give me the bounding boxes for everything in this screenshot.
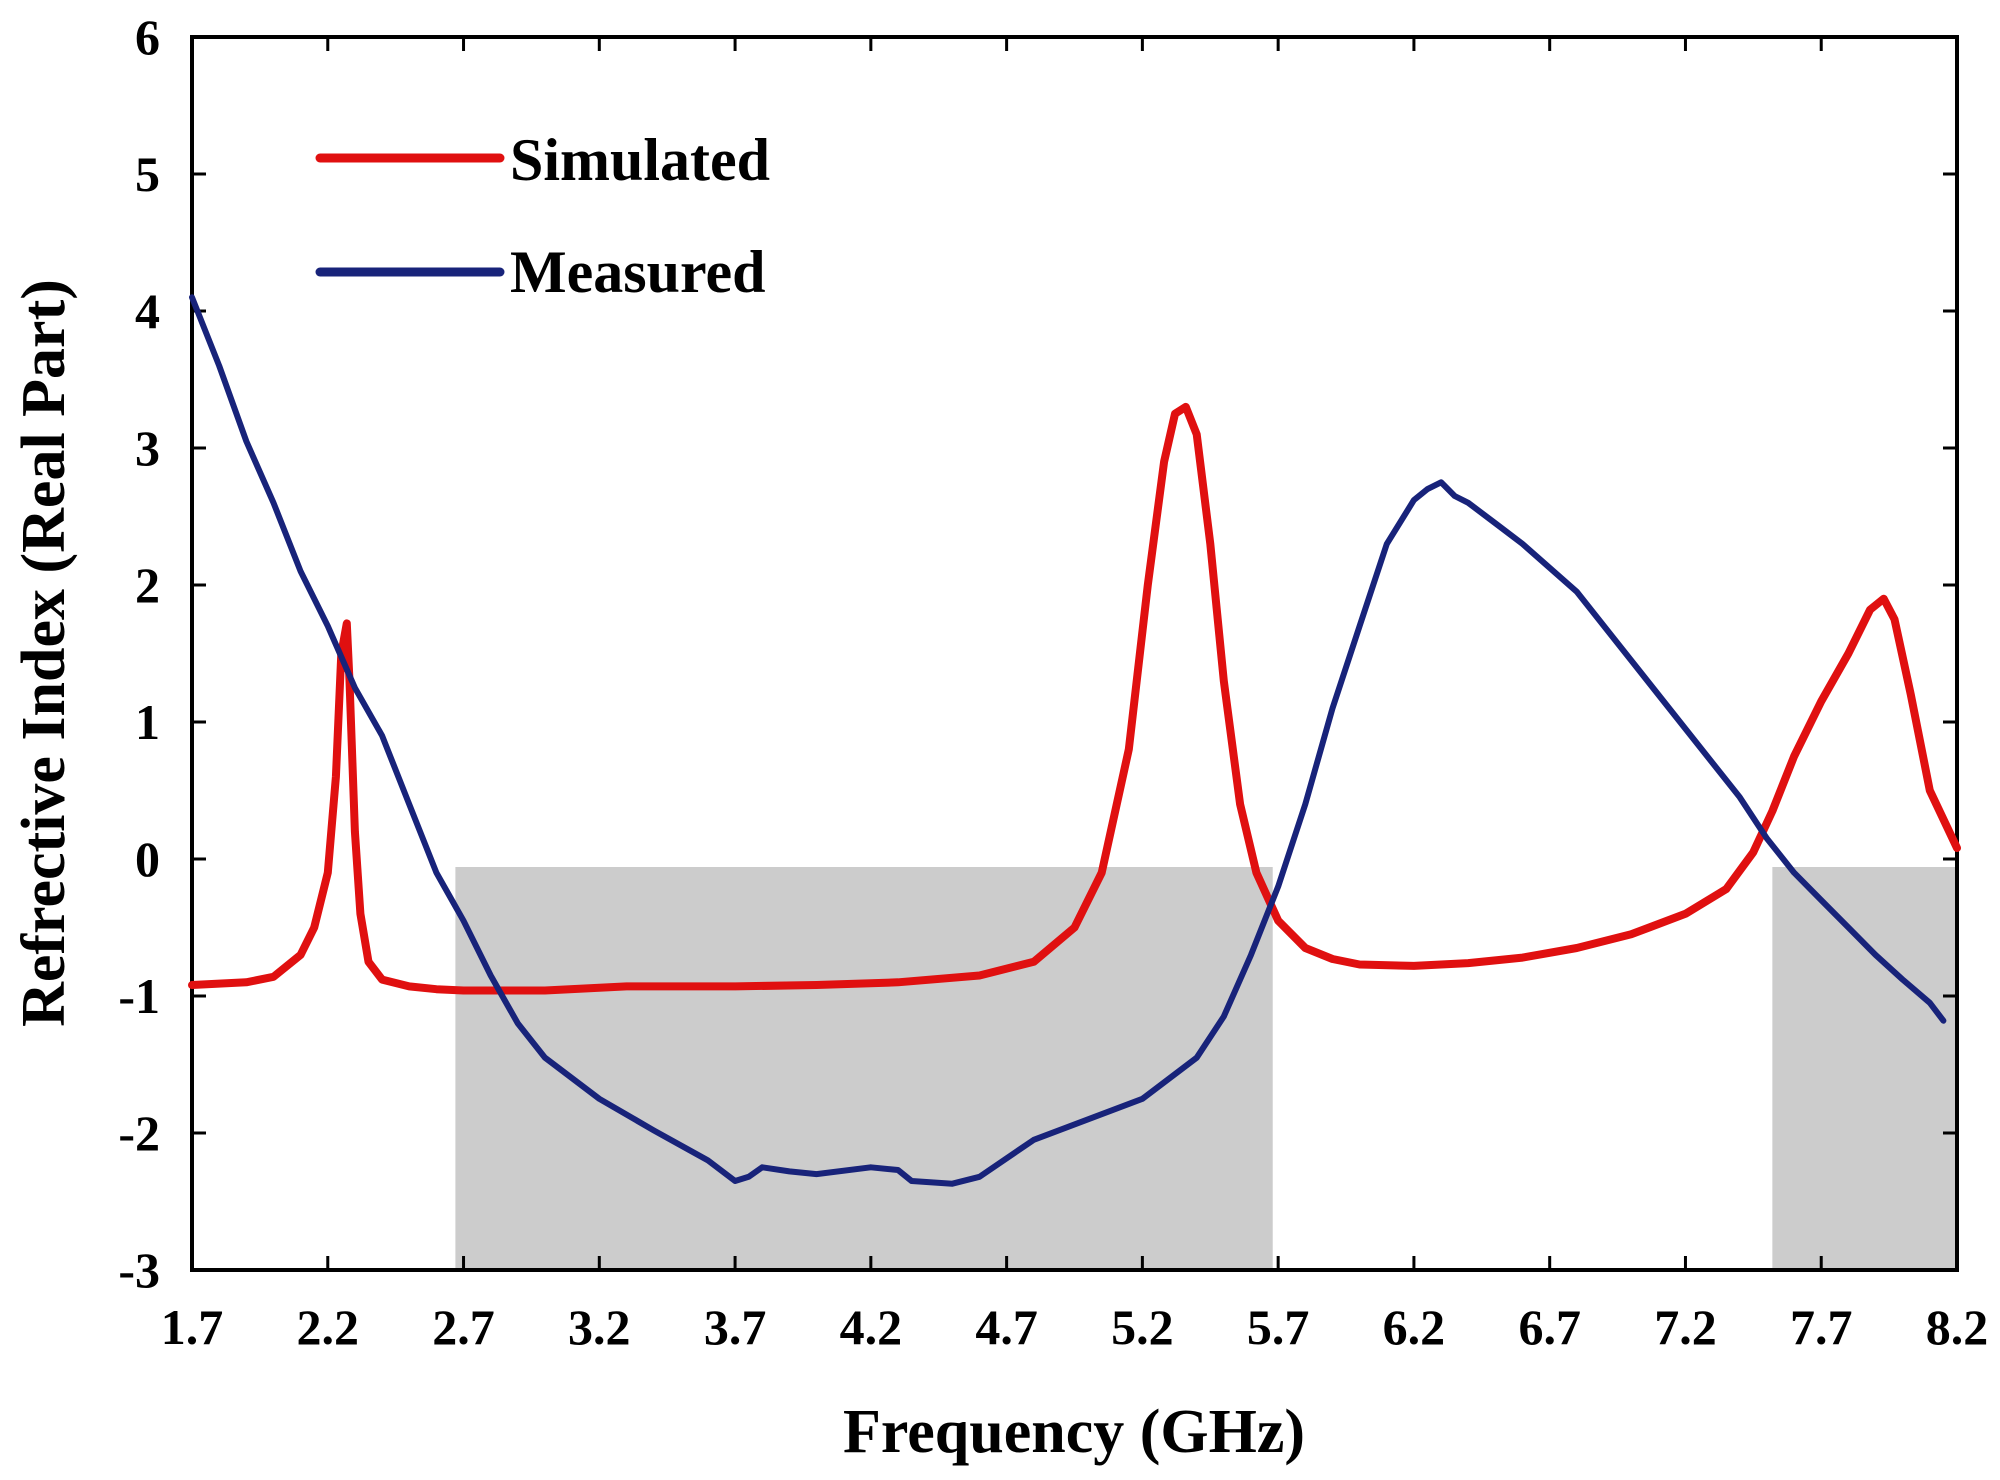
y-tick-label: -1 — [118, 968, 160, 1024]
x-tick-label: 2.7 — [432, 1299, 495, 1355]
y-axis-title: Refrective Index (Real Part) — [10, 279, 78, 1027]
x-tick-label: 6.2 — [1383, 1299, 1446, 1355]
legend: Simulated Measured — [315, 127, 770, 305]
legend-label-measured: Measured — [510, 239, 766, 305]
x-tick-label: 7.7 — [1790, 1299, 1853, 1355]
shaded-region-2 — [1772, 867, 1957, 1270]
y-tick-label: -2 — [118, 1105, 160, 1161]
x-tick-label: 7.2 — [1654, 1299, 1717, 1355]
x-tick-label: 2.2 — [297, 1299, 360, 1355]
y-tick-label: 2 — [135, 557, 160, 613]
x-tick-label: 1.7 — [161, 1299, 224, 1355]
x-tick-label: 3.2 — [568, 1299, 631, 1355]
series-lines — [188, 294, 1961, 1187]
shaded-region-1 — [455, 867, 1273, 1270]
y-tick-label: 6 — [135, 9, 160, 65]
shaded-regions — [455, 867, 1957, 1270]
legend-label-simulated: Simulated — [510, 127, 770, 193]
x-tick-label: 8.2 — [1926, 1299, 1989, 1355]
x-tick-label: 3.7 — [704, 1299, 767, 1355]
y-tick-label: 1 — [135, 694, 160, 750]
axis-ticks: 1.7 2.2 2.7 3.2 3.7 4.2 4.7 5.2 5.7 6.2 6.7 7.2 7.7 8… — [118, 9, 1988, 1355]
y-tick-label: 5 — [135, 146, 160, 202]
x-tick-label: 5.2 — [1111, 1299, 1174, 1355]
plot-frame — [190, 35, 1959, 1272]
y-tick-label: 3 — [135, 420, 160, 476]
x-tick-label: 4.2 — [840, 1299, 903, 1355]
x-axis-title: Frequency (GHz) — [843, 1398, 1305, 1466]
y-tick-label: 0 — [135, 831, 160, 887]
series-line-measured — [189, 294, 1947, 1187]
x-tick-label: 6.7 — [1518, 1299, 1581, 1355]
y-tick-label: -3 — [118, 1242, 160, 1298]
x-tick-label: 4.7 — [975, 1299, 1038, 1355]
y-tick-label: 4 — [135, 283, 160, 339]
x-tick-label: 5.7 — [1247, 1299, 1310, 1355]
